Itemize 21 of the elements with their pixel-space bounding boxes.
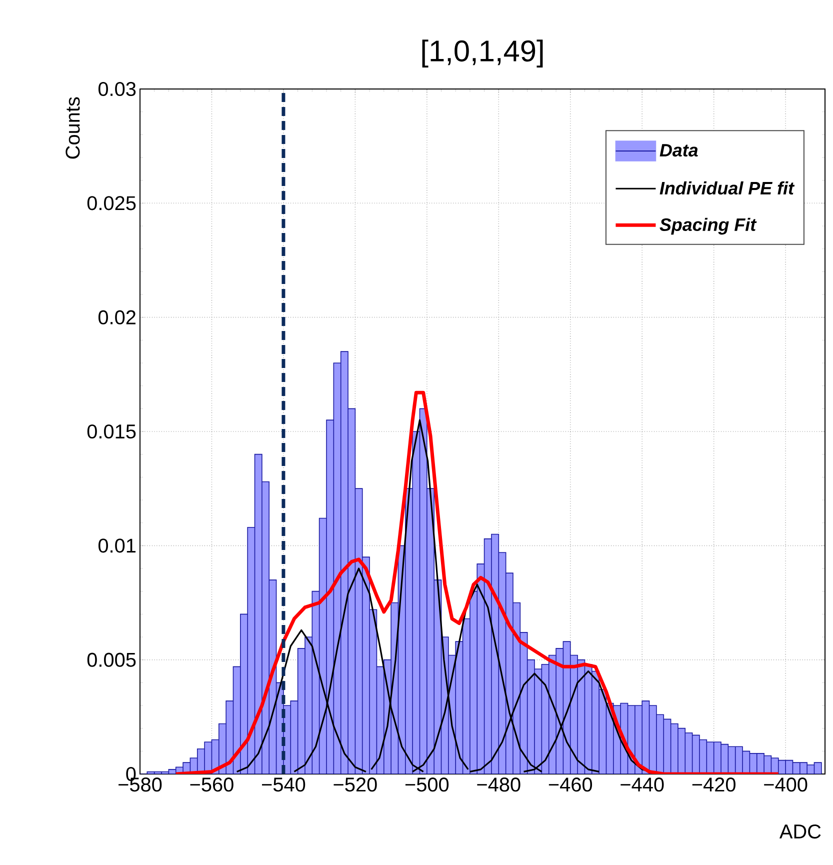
chart-title: [1,0,1,49] [422, 40, 543, 68]
x-tick-label: −500 [405, 778, 449, 792]
y-axis-title: Counts [66, 97, 80, 159]
x-tick-label: −520 [334, 778, 377, 792]
legend-label: Data [660, 144, 698, 157]
y-tick-label: 0.01 [98, 538, 136, 553]
legend-label: Spacing Fit [660, 218, 757, 235]
x-tick-label: −540 [262, 778, 306, 792]
y-tick-label: 0.03 [98, 82, 136, 96]
x-tick-label: −400 [764, 778, 808, 792]
legend-label: Individual PE fit [660, 181, 795, 195]
y-tick-label: 0.005 [87, 652, 136, 667]
y-tick-label: 0.02 [98, 310, 136, 324]
x-tick-label: −460 [548, 778, 592, 792]
x-tick-label: −480 [477, 778, 520, 792]
y-tick-label: 0.025 [87, 196, 136, 210]
x-tick-label: −420 [692, 778, 736, 792]
x-tick-label: −560 [190, 778, 234, 792]
y-tick-label: 0.015 [87, 424, 136, 439]
x-tick-label: −440 [620, 778, 664, 792]
x-axis-title: ADC [779, 824, 821, 839]
